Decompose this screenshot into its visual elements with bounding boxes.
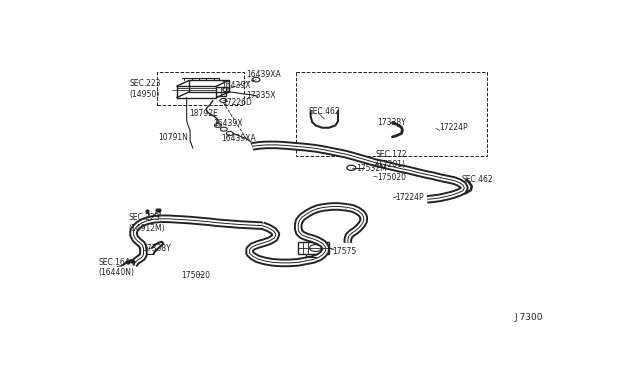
Text: 17532M: 17532M — [356, 164, 387, 173]
Text: SEC.462: SEC.462 — [308, 107, 340, 116]
Text: 17335X: 17335X — [246, 91, 276, 100]
Text: 10791N: 10791N — [158, 133, 188, 142]
Text: 17338Y: 17338Y — [378, 118, 406, 127]
Text: SEC.164
(16440N): SEC.164 (16440N) — [99, 258, 135, 277]
Text: 17224P: 17224P — [440, 123, 468, 132]
Text: 16439X: 16439X — [221, 81, 251, 90]
Text: 16439XA: 16439XA — [221, 134, 256, 143]
Text: 18792E: 18792E — [189, 109, 218, 118]
Text: SEC.462: SEC.462 — [462, 175, 493, 185]
Text: 17226D: 17226D — [222, 98, 252, 107]
Text: SEC.223
(14912M): SEC.223 (14912M) — [129, 213, 165, 232]
Text: SEC.172
(17201): SEC.172 (17201) — [375, 150, 406, 170]
Text: 17224P: 17224P — [395, 193, 424, 202]
Text: J 7300: J 7300 — [514, 313, 543, 322]
Text: SEC.223
(14950): SEC.223 (14950) — [129, 79, 161, 99]
Text: 17575: 17575 — [332, 247, 356, 256]
Text: 16439XA: 16439XA — [246, 70, 281, 79]
Text: 17338Y: 17338Y — [142, 244, 171, 253]
Text: 16439X: 16439X — [213, 119, 243, 128]
Text: 175020: 175020 — [182, 271, 211, 280]
Text: 175020: 175020 — [378, 173, 406, 182]
Bar — [298, 242, 329, 254]
